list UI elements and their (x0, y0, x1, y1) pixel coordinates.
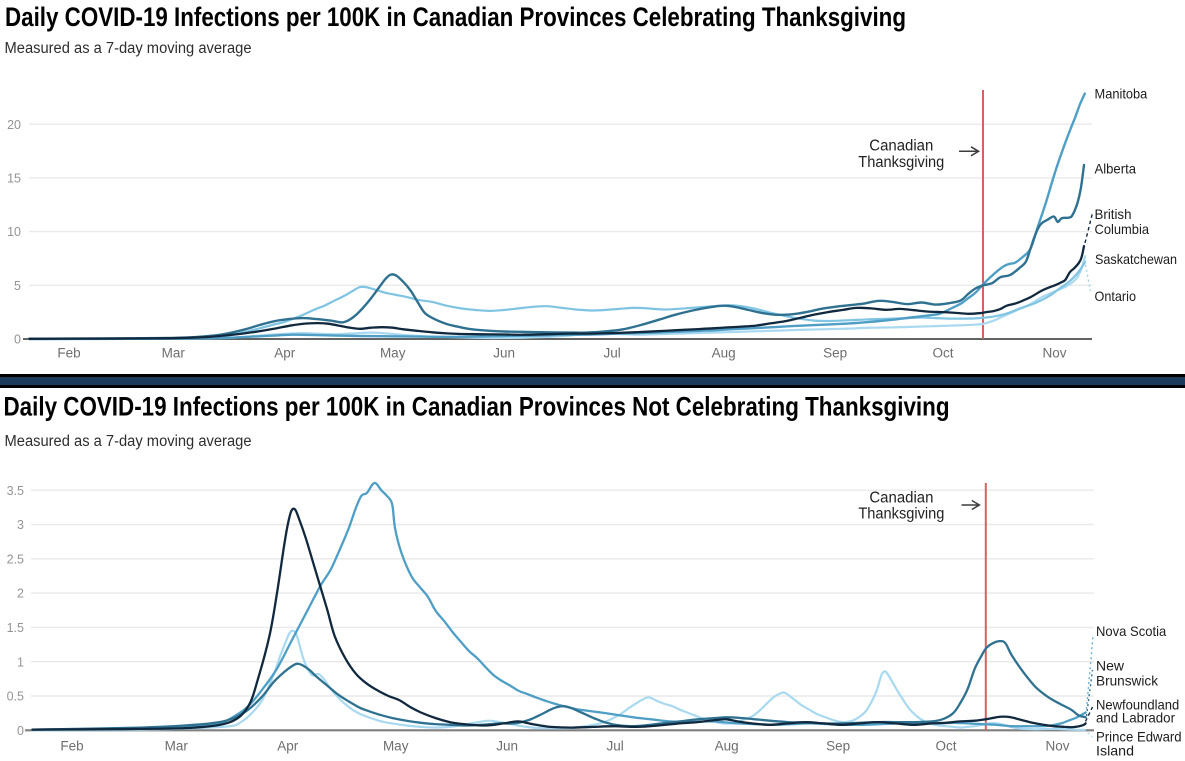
svg-text:Measured as a 7-day moving ave: Measured as a 7-day moving average (5, 433, 252, 450)
svg-text:Feb: Feb (57, 346, 80, 361)
svg-text:Island: Island (1096, 744, 1134, 759)
svg-text:Nov: Nov (1045, 738, 1069, 753)
svg-text:Prince Edward: Prince Edward (1096, 729, 1182, 744)
svg-text:Mar: Mar (165, 738, 189, 753)
svg-text:Canadian: Canadian (869, 137, 933, 154)
svg-text:Jul: Jul (603, 346, 620, 361)
svg-text:and Labrador: and Labrador (1096, 710, 1175, 725)
svg-text:Manitoba: Manitoba (1095, 87, 1148, 102)
svg-text:0.5: 0.5 (7, 690, 24, 704)
svg-text:3: 3 (17, 518, 24, 532)
svg-text:Newfoundland: Newfoundland (1096, 697, 1179, 712)
svg-text:1: 1 (17, 655, 24, 669)
svg-text:Aug: Aug (712, 346, 736, 361)
svg-text:Feb: Feb (60, 738, 83, 753)
svg-text:Apr: Apr (277, 738, 299, 753)
svg-text:10: 10 (7, 225, 21, 239)
svg-text:May: May (383, 738, 409, 753)
svg-text:Jun: Jun (496, 738, 518, 753)
svg-text:Mar: Mar (162, 346, 186, 361)
svg-text:2.5: 2.5 (7, 552, 24, 566)
svg-text:Oct: Oct (932, 346, 953, 361)
svg-text:Alberta: Alberta (1095, 162, 1137, 177)
svg-text:0: 0 (14, 333, 21, 347)
svg-text:New: New (1096, 659, 1124, 674)
svg-text:3.5: 3.5 (7, 484, 24, 498)
svg-text:2: 2 (17, 587, 24, 601)
svg-text:Measured as a 7-day moving ave: Measured as a 7-day moving average (5, 40, 252, 57)
svg-text:0: 0 (17, 724, 24, 738)
svg-text:Apr: Apr (274, 346, 296, 361)
svg-text:Canadian: Canadian (869, 489, 933, 506)
svg-text:Thanksgiving: Thanksgiving (858, 154, 944, 171)
svg-text:Ontario: Ontario (1095, 289, 1137, 304)
svg-text:Brunswick: Brunswick (1096, 674, 1158, 689)
svg-text:Daily COVID-19 Infections per: Daily COVID-19 Infections per 100K in Ca… (5, 2, 906, 32)
svg-text:Sep: Sep (826, 738, 850, 753)
svg-text:British: British (1095, 207, 1132, 222)
svg-text:Aug: Aug (715, 738, 739, 753)
svg-text:Thanksgiving: Thanksgiving (858, 506, 944, 523)
svg-text:May: May (380, 346, 406, 361)
svg-text:Saskatchewan: Saskatchewan (1095, 252, 1177, 267)
svg-text:Nov: Nov (1042, 346, 1066, 361)
svg-text:Columbia: Columbia (1095, 222, 1150, 237)
svg-text:Daily COVID-19 Infections per: Daily COVID-19 Infections per 100K in Ca… (4, 392, 950, 422)
svg-text:5: 5 (14, 279, 21, 293)
svg-text:15: 15 (7, 172, 21, 186)
svg-text:Jun: Jun (493, 346, 515, 361)
svg-text:Jul: Jul (606, 738, 623, 753)
svg-text:Oct: Oct (935, 738, 956, 753)
svg-text:Sep: Sep (823, 346, 847, 361)
svg-text:Nova Scotia: Nova Scotia (1096, 624, 1167, 639)
svg-text:20: 20 (7, 118, 21, 132)
svg-text:1.5: 1.5 (7, 621, 24, 635)
